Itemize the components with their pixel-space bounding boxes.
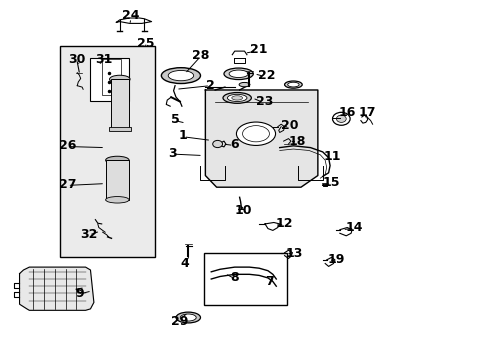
Text: 1: 1 bbox=[179, 129, 187, 142]
Text: 4: 4 bbox=[180, 257, 189, 270]
Ellipse shape bbox=[105, 197, 129, 203]
Text: 8: 8 bbox=[230, 271, 239, 284]
Text: 22: 22 bbox=[257, 69, 275, 82]
Bar bbox=[102, 59, 121, 95]
Circle shape bbox=[212, 140, 222, 148]
Text: 27: 27 bbox=[59, 178, 76, 191]
Text: 3: 3 bbox=[167, 147, 176, 159]
Text: 12: 12 bbox=[275, 217, 293, 230]
Text: 26: 26 bbox=[59, 139, 76, 152]
Ellipse shape bbox=[161, 68, 200, 84]
Text: 17: 17 bbox=[358, 106, 376, 119]
Bar bbox=[109, 127, 130, 131]
Ellipse shape bbox=[168, 71, 193, 81]
Text: 32: 32 bbox=[80, 228, 98, 240]
Ellipse shape bbox=[223, 93, 251, 103]
Text: 25: 25 bbox=[137, 37, 154, 50]
Text: 23: 23 bbox=[256, 95, 273, 108]
Text: 29: 29 bbox=[170, 315, 188, 328]
Ellipse shape bbox=[228, 70, 247, 77]
Text: 11: 11 bbox=[323, 150, 341, 163]
Polygon shape bbox=[20, 267, 94, 310]
Text: 30: 30 bbox=[68, 53, 85, 66]
Ellipse shape bbox=[180, 314, 196, 321]
Ellipse shape bbox=[231, 96, 242, 100]
Text: 7: 7 bbox=[265, 275, 274, 288]
Text: 31: 31 bbox=[95, 53, 112, 66]
Text: 13: 13 bbox=[285, 247, 303, 260]
Text: 18: 18 bbox=[288, 135, 305, 148]
Bar bbox=[60, 46, 155, 257]
Text: 24: 24 bbox=[122, 9, 140, 22]
Text: 21: 21 bbox=[250, 43, 267, 56]
Text: 2: 2 bbox=[205, 79, 214, 92]
Text: 28: 28 bbox=[191, 49, 209, 62]
Ellipse shape bbox=[239, 82, 249, 87]
Text: 5: 5 bbox=[170, 113, 179, 126]
Ellipse shape bbox=[105, 156, 129, 164]
Text: 16: 16 bbox=[338, 106, 355, 119]
Bar bbox=[105, 160, 129, 200]
Ellipse shape bbox=[227, 94, 246, 102]
Circle shape bbox=[336, 115, 346, 122]
Ellipse shape bbox=[236, 122, 275, 145]
Polygon shape bbox=[205, 90, 317, 187]
Ellipse shape bbox=[109, 75, 130, 83]
Ellipse shape bbox=[224, 68, 253, 80]
Text: 14: 14 bbox=[345, 221, 363, 234]
Ellipse shape bbox=[287, 82, 299, 87]
Text: 6: 6 bbox=[230, 138, 239, 151]
Bar bbox=[90, 58, 128, 101]
Text: 10: 10 bbox=[234, 204, 252, 217]
Text: 15: 15 bbox=[322, 176, 340, 189]
Bar bbox=[204, 253, 286, 305]
Bar bbox=[111, 79, 128, 130]
Text: 9: 9 bbox=[75, 287, 83, 300]
Ellipse shape bbox=[176, 312, 200, 323]
Ellipse shape bbox=[284, 81, 302, 88]
Text: 20: 20 bbox=[280, 119, 298, 132]
Text: 19: 19 bbox=[327, 253, 345, 266]
